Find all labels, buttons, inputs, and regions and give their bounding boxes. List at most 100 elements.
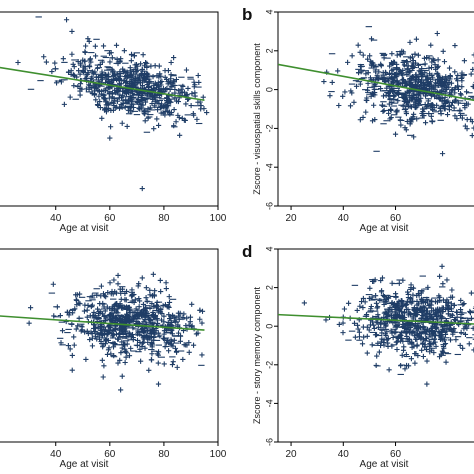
data-point (409, 344, 415, 350)
data-point (95, 324, 101, 330)
data-point (74, 74, 80, 80)
data-point (444, 111, 451, 118)
data-point (98, 293, 104, 299)
data-point (27, 305, 34, 311)
data-point (389, 280, 395, 286)
data-point (140, 339, 146, 345)
data-point (364, 324, 370, 330)
data-point (186, 349, 192, 355)
data-point (406, 336, 413, 342)
data-point (435, 76, 441, 82)
data-point (152, 95, 158, 101)
data-point (447, 337, 454, 343)
data-point (94, 314, 100, 321)
data-point (448, 294, 454, 300)
data-point (380, 292, 386, 299)
data-point (108, 291, 114, 297)
data-point (96, 93, 102, 99)
data-point (400, 72, 406, 78)
data-point (180, 83, 186, 89)
data-point (461, 58, 468, 64)
data-point (101, 87, 107, 93)
data-point (109, 312, 115, 319)
data-points (321, 26, 474, 157)
data-point (421, 325, 427, 331)
data-point (446, 103, 452, 110)
data-point (411, 134, 417, 140)
data-point (462, 102, 468, 109)
data-point (143, 295, 149, 301)
data-point (150, 271, 156, 277)
data-point (161, 361, 167, 367)
data-point (109, 330, 115, 337)
data-point (112, 289, 118, 295)
data-point (71, 342, 77, 348)
data-point (442, 331, 449, 338)
data-point (147, 79, 153, 85)
data-point (439, 98, 445, 104)
data-point (391, 96, 397, 102)
data-point (424, 358, 430, 364)
data-point (364, 95, 370, 101)
data-point (390, 334, 396, 341)
data-point (449, 287, 455, 293)
data-point (439, 75, 446, 81)
data-point (171, 337, 177, 343)
data-point (97, 104, 103, 111)
data-point (403, 80, 409, 86)
data-point (430, 329, 437, 336)
data-point (74, 292, 80, 298)
data-point (144, 298, 150, 304)
data-point (415, 52, 421, 58)
data-point (404, 298, 410, 304)
data-point (107, 280, 113, 286)
data-point (389, 88, 396, 95)
data-point (136, 105, 142, 111)
data-point (139, 94, 145, 101)
data-point (177, 310, 183, 316)
data-points (26, 271, 206, 393)
data-point (201, 106, 207, 112)
data-point (369, 63, 375, 69)
data-point (119, 329, 125, 335)
data-point (470, 66, 474, 73)
data-point (418, 95, 424, 101)
data-point (347, 103, 354, 109)
data-point (166, 109, 173, 116)
data-point (423, 346, 430, 352)
data-point (422, 82, 428, 89)
data-point (413, 76, 419, 83)
data-point (375, 76, 381, 82)
data-point (369, 342, 375, 348)
data-point (92, 333, 99, 339)
data-point (187, 314, 194, 320)
panel-3: 40 60 80 100 Age at visit (0, 248, 227, 470)
data-point (434, 299, 441, 305)
data-point (97, 310, 103, 317)
data-point (457, 306, 464, 313)
data-point (123, 348, 129, 354)
data-point (371, 325, 377, 332)
data-point (173, 319, 179, 325)
data-point (432, 80, 439, 86)
data-point (116, 331, 122, 337)
data-point (381, 301, 387, 308)
data-point (379, 275, 386, 281)
data-point (128, 101, 135, 107)
data-point (153, 99, 159, 105)
data-point (123, 316, 129, 322)
data-point (49, 68, 55, 75)
data-point (156, 83, 162, 89)
data-point (153, 302, 160, 308)
data-point (373, 362, 379, 369)
data-point (115, 310, 121, 316)
data-point (408, 83, 415, 89)
data-point (61, 101, 67, 107)
data-point (183, 323, 189, 329)
data-point (461, 326, 467, 332)
data-points (301, 263, 474, 387)
data-point (425, 284, 431, 290)
data-point (136, 73, 143, 79)
data-point (79, 86, 85, 92)
data-point (323, 317, 329, 323)
